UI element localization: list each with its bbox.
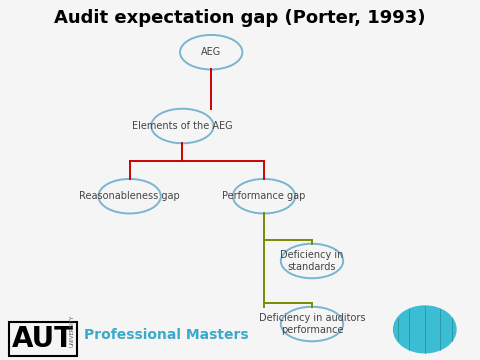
Text: Elements of the AEG: Elements of the AEG [132,121,233,131]
Text: Deficiency in auditors
performance: Deficiency in auditors performance [259,313,365,335]
Text: Professional Masters: Professional Masters [84,328,249,342]
Text: AUT: AUT [12,325,74,353]
Text: Performance gap: Performance gap [222,191,306,201]
Text: UNIVERSITY: UNIVERSITY [70,315,74,347]
Circle shape [394,306,456,353]
Text: Reasonableness gap: Reasonableness gap [79,191,180,201]
Text: Audit expectation gap (Porter, 1993): Audit expectation gap (Porter, 1993) [54,9,426,27]
Text: Deficiency in
standards: Deficiency in standards [280,250,344,272]
Text: AEG: AEG [201,47,221,57]
